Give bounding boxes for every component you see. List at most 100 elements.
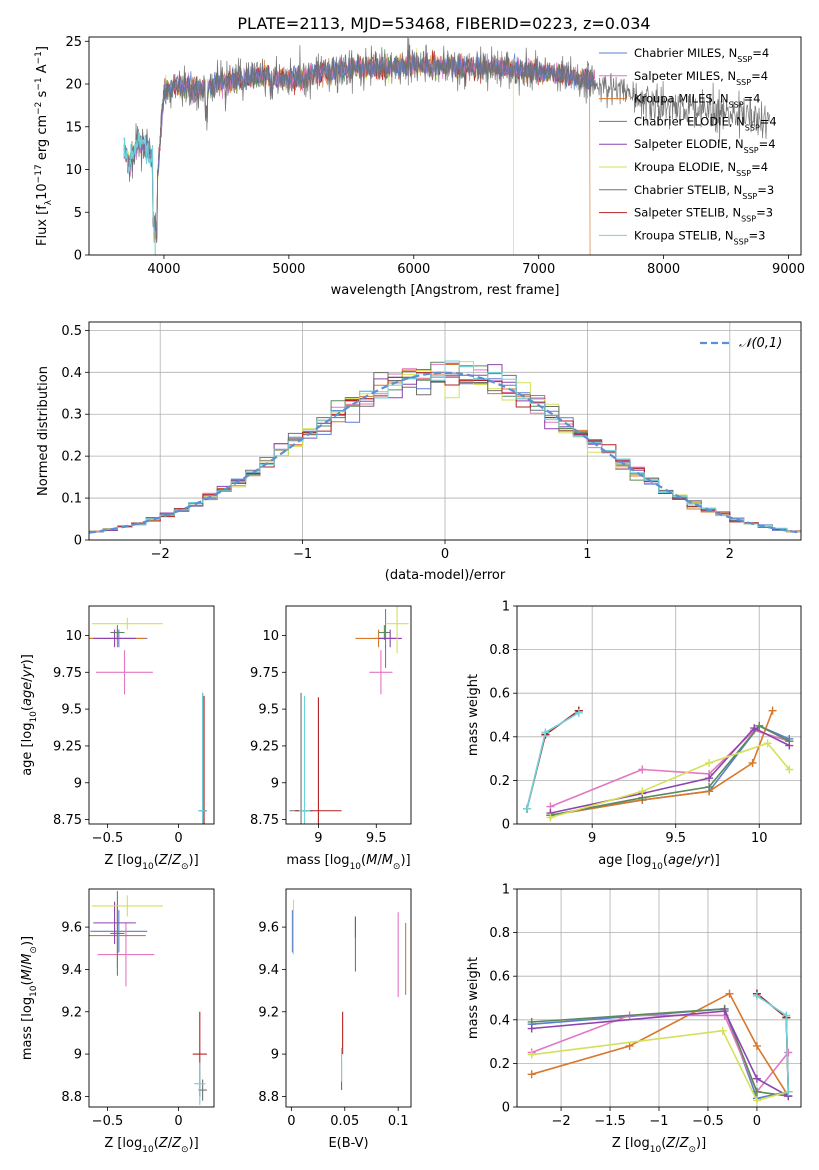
age-vs-mass-xlabel: mass [log10(M/M⊙)] bbox=[286, 853, 410, 872]
errorbar-chabrier-miles bbox=[90, 910, 148, 953]
y-tick-label: 9 bbox=[271, 776, 279, 791]
spectrum-panel: 4000 5000 6000 7000 8000 9000 0 5 10 15 20 25 Chabri… bbox=[34, 35, 805, 298]
weight-series-salpeter-miles bbox=[527, 1011, 793, 1096]
y-tick-label: 9.25 bbox=[250, 739, 279, 754]
x-tick-label: 10 bbox=[751, 831, 768, 846]
mass-vs-EBV-panel: 0 0.05 0.1 8.8 9 9.2 9.4 9.6 E(B-V) bbox=[258, 888, 412, 1151]
x-tick-label: 9 bbox=[314, 831, 322, 846]
x-tick-label: 0 bbox=[174, 831, 182, 846]
weight-line bbox=[531, 1010, 789, 1097]
weight-series-kroupa-elodie bbox=[546, 739, 794, 822]
x-tick-label: −0.5 bbox=[692, 1114, 724, 1129]
weight-point bbox=[752, 1087, 761, 1096]
weight-line bbox=[531, 1029, 789, 1102]
y-tick-label: 9.4 bbox=[258, 963, 279, 978]
y-tick-label: 9.6 bbox=[61, 921, 82, 936]
y-tick-label: 9 bbox=[271, 1048, 279, 1063]
x-tick-label: −1.5 bbox=[594, 1114, 626, 1129]
axes-frame bbox=[285, 605, 412, 825]
x-tick-label: −1 bbox=[649, 1114, 668, 1129]
errorbar-salpeter-miles bbox=[96, 650, 153, 695]
errorbar-chabrier-elodie bbox=[110, 891, 125, 976]
legend-entry-salpeter-stelib: Salpeter STELIB, NSSP=3 bbox=[634, 206, 773, 224]
y-tick-label: 9.2 bbox=[258, 1005, 279, 1020]
weight-line bbox=[550, 710, 774, 817]
y-tick-label: 5 bbox=[74, 206, 82, 221]
errorbar-salpeter-elodie bbox=[378, 629, 402, 648]
spectrum-lines bbox=[123, 37, 770, 255]
x-tick-label: 7000 bbox=[522, 262, 555, 277]
weight-line bbox=[526, 709, 580, 809]
weight-point bbox=[768, 706, 777, 715]
x-tick-label: −2 bbox=[551, 1114, 570, 1129]
x-tick-label: 2 bbox=[726, 547, 734, 562]
residuals-legend-entry: 𝒩(0,1) bbox=[739, 336, 782, 351]
age-vs-Z-xlabel: Z [log10(Z/Z⊙)] bbox=[104, 853, 198, 872]
y-tick-label: 10 bbox=[65, 163, 82, 178]
errorbar-kroupa-elodie bbox=[91, 895, 163, 917]
legend-entry-salpeter-miles: Salpeter MILES, NSSP=4 bbox=[634, 69, 768, 87]
age-vs-Z-ylabel: age [log10(age/yr)] bbox=[20, 654, 39, 776]
spectrum-xlabel: wavelength [Angstrom, rest frame] bbox=[331, 283, 560, 298]
errorbar-salpeter-miles bbox=[369, 650, 393, 695]
weight-series-salpeter-elodie bbox=[527, 1007, 793, 1101]
x-tick-label: 0.05 bbox=[330, 1114, 359, 1129]
weight-vs-age-ylabel: mass weight bbox=[466, 674, 481, 756]
errorbars bbox=[291, 899, 407, 1091]
y-tick-label: 0.2 bbox=[61, 450, 82, 465]
mass-vs-EBV-xlabel: E(B-V) bbox=[328, 1136, 368, 1151]
x-tick-label: 0 bbox=[753, 1114, 761, 1129]
y-tick-label: 0.3 bbox=[61, 408, 82, 423]
legend-entry-chabrier-miles: Chabrier MILES, NSSP=4 bbox=[634, 46, 769, 64]
legend-entry-salpeter-elodie: Salpeter ELODIE, NSSP=4 bbox=[634, 137, 776, 155]
x-tick-label: 1 bbox=[583, 547, 591, 562]
x-tick-label: −1 bbox=[293, 547, 312, 562]
mass-vs-Z-xlabel: Z [log10(Z/Z⊙)] bbox=[104, 1136, 198, 1155]
spectrum-ylabel: Flux [fλ10−17 erg cm−2 s−1 A−1] bbox=[34, 46, 54, 246]
errorbar-salpeter-elodie bbox=[93, 901, 136, 945]
x-tick-label: 9000 bbox=[772, 262, 805, 277]
y-tick-label: 1 bbox=[502, 600, 510, 615]
weight-series-kroupa-miles bbox=[546, 706, 777, 820]
weight-series-kroupa-stelib bbox=[523, 708, 583, 813]
y-tick-label: 0 bbox=[74, 249, 82, 264]
y-tick-label: 0 bbox=[74, 534, 82, 549]
axes-frame bbox=[516, 605, 802, 825]
y-tick-label: 0.8 bbox=[489, 926, 510, 941]
residuals-ylabel: Normed distribution bbox=[36, 366, 51, 496]
y-tick-label: 0.8 bbox=[489, 643, 510, 658]
weight-point bbox=[541, 728, 550, 737]
y-tick-label: 0.2 bbox=[489, 774, 510, 789]
x-tick-label: 0 bbox=[287, 1114, 295, 1129]
legend-entry-chabrier-elodie: Chabrier ELODIE, NSSP=4 bbox=[634, 114, 777, 131]
legend-entry-chabrier-stelib: Chabrier STELIB, NSSP=3 bbox=[634, 183, 774, 201]
x-tick-label: 5000 bbox=[272, 262, 305, 277]
weight-point bbox=[784, 1048, 793, 1057]
weight-point bbox=[752, 991, 761, 1000]
x-tick-label: −2 bbox=[151, 547, 170, 562]
figure-title: PLATE=2113, MJD=53468, FIBERID=0223, z=0… bbox=[237, 14, 650, 33]
x-tick-label: −0.5 bbox=[92, 1114, 124, 1129]
weight-point bbox=[763, 739, 772, 748]
y-tick-label: 9.6 bbox=[258, 921, 279, 936]
weight-vs-age-xlabel: age [log10(age/yr)] bbox=[598, 853, 720, 872]
x-tick-label: 4000 bbox=[147, 262, 180, 277]
y-tick-label: 8.75 bbox=[53, 813, 82, 828]
y-tick-label: 0.6 bbox=[489, 970, 510, 985]
y-tick-label: 10 bbox=[65, 629, 82, 644]
y-tick-label: 1 bbox=[502, 883, 510, 898]
residuals-xlabel: (data-model)/error bbox=[385, 568, 506, 583]
weight-vs-Z-ylabel: mass weight bbox=[466, 957, 481, 1039]
y-tick-label: 9 bbox=[74, 776, 82, 791]
spectrum-chabrier-stelib bbox=[123, 37, 770, 244]
weight-point bbox=[752, 1096, 761, 1105]
weight-point bbox=[782, 1011, 791, 1020]
x-tick-label: 0 bbox=[441, 547, 449, 562]
y-tick-label: 15 bbox=[65, 120, 82, 135]
errorbar-salpeter-elodie bbox=[93, 629, 136, 648]
residuals-panel: −2 −1 0 1 2 0 0.1 0.2 0.3 0.4 0.5 𝒩(0,1) (data-model… bbox=[36, 321, 802, 583]
weight-point bbox=[527, 1070, 536, 1079]
axes-frame bbox=[285, 888, 412, 1108]
y-tick-label: 10 bbox=[262, 629, 279, 644]
weight-lines bbox=[527, 989, 793, 1105]
